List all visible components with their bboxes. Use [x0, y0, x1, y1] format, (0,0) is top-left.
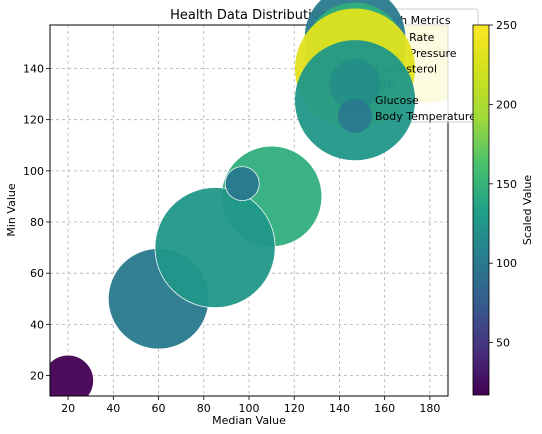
point-glucose: [154, 187, 276, 309]
point-body-temperature: [224, 166, 260, 202]
colorbar-tick-label: 200: [496, 98, 517, 111]
x-tick-label: 60: [152, 402, 166, 415]
colorbar-tick-label: 50: [496, 337, 510, 350]
legend-label: Body Temperature: [375, 110, 476, 123]
y-tick-label: 120: [23, 114, 44, 127]
x-tick-label: 20: [61, 402, 75, 415]
y-tick-label: 60: [30, 267, 44, 280]
colorbar-tick-label: 250: [496, 19, 517, 32]
x-tick-label: 120: [284, 402, 305, 415]
legend-marker: [338, 99, 372, 133]
y-tick-label: 140: [23, 62, 44, 75]
y-tick-label: 40: [30, 318, 44, 331]
y-axis-label: Min Value: [5, 183, 18, 236]
y-axis: 20 40 60 80 100 120 140: [23, 62, 50, 383]
colorbar-tick-label: 100: [496, 257, 517, 270]
colorbar: 50 100 150 200 250 Scaled Value: [472, 19, 534, 396]
x-axis-label: Median Value: [212, 414, 286, 427]
x-tick-label: 40: [106, 402, 120, 415]
x-tick-label: 100: [239, 402, 260, 415]
y-tick-label: 20: [30, 370, 44, 383]
y-tick-label: 100: [23, 165, 44, 178]
colorbar-tick-label: 150: [496, 178, 517, 191]
legend-label: Glucose: [375, 94, 419, 107]
chart-title: Health Data Distribution: [170, 8, 328, 23]
x-tick-label: 160: [374, 402, 395, 415]
x-tick-label: 80: [197, 402, 211, 415]
x-tick-label: 140: [329, 402, 350, 415]
colorbar-label: Scaled Value: [521, 175, 534, 246]
point-bmi: [50, 354, 94, 396]
colorbar-gradient: [472, 24, 490, 396]
x-tick-label: 180: [419, 402, 440, 415]
x-axis: 20 40 60 80 100 120 140 160 180: [61, 396, 440, 415]
y-tick-label: 80: [30, 216, 44, 229]
